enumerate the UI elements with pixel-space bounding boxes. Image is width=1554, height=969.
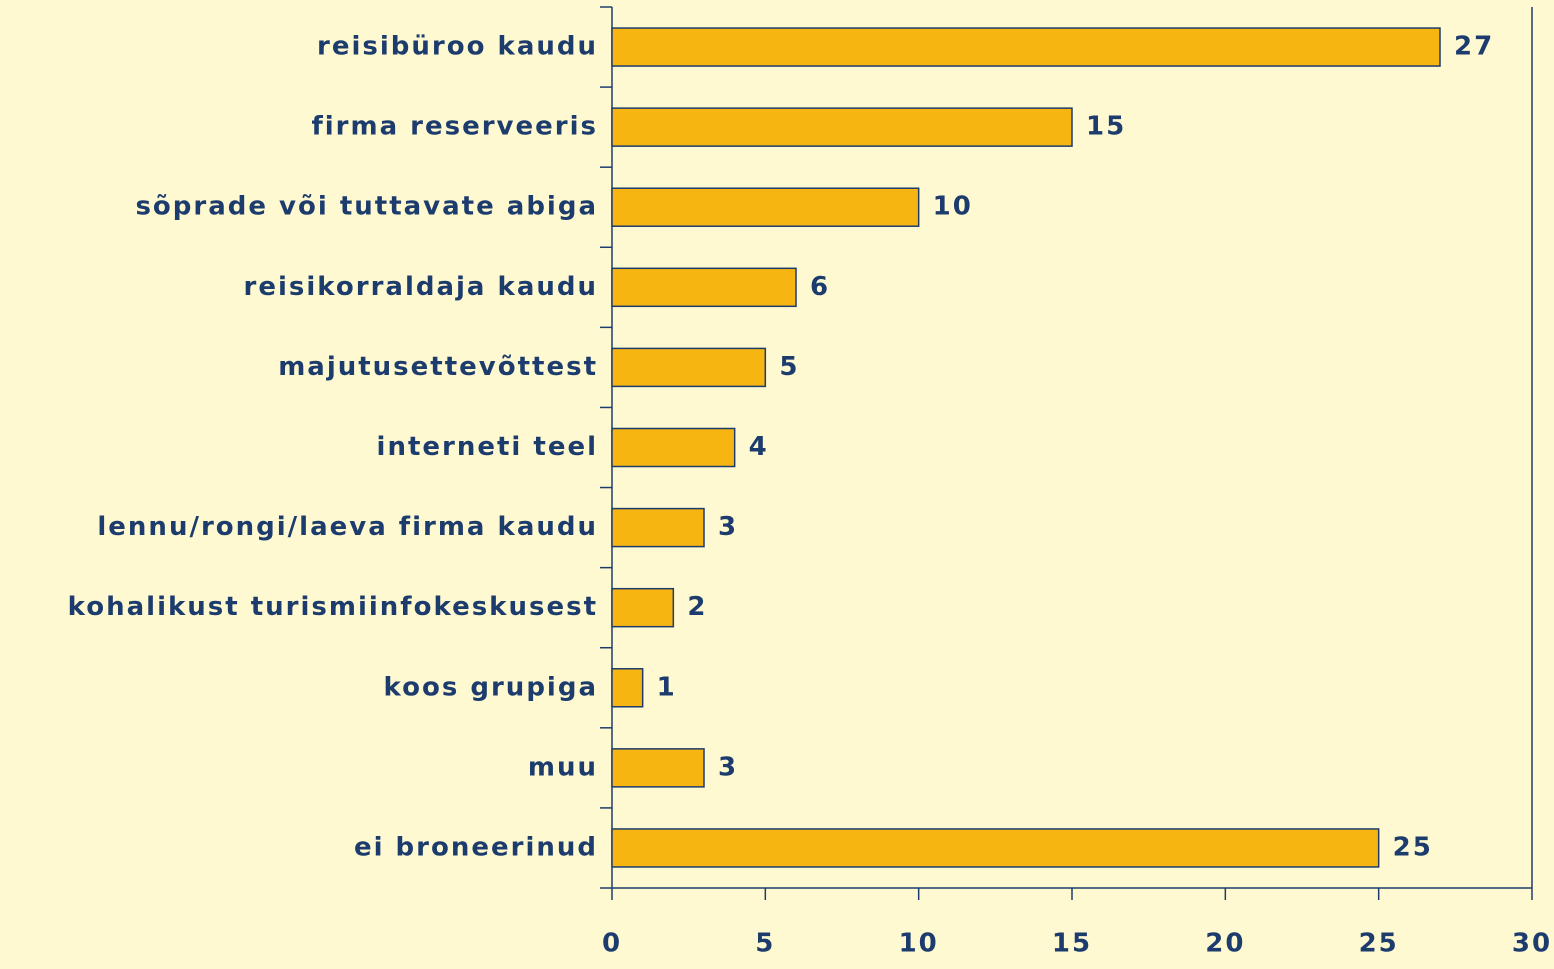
y-tick-label: ei broneerinud <box>354 832 598 862</box>
bar <box>611 187 920 227</box>
y-tick-label: sõprade või tuttavate abiga <box>135 192 598 222</box>
bar <box>611 107 1073 147</box>
x-tick-label: 0 <box>602 929 622 959</box>
y-tick-label: firma reserveeris <box>311 112 598 142</box>
y-tick-label: lennu/rongi/laeva firma kaudu <box>97 512 598 542</box>
value-label: 2 <box>687 592 707 622</box>
value-label: 3 <box>718 512 738 542</box>
x-tick-label: 5 <box>755 929 775 959</box>
bar <box>611 427 736 468</box>
y-tick-label: interneti teel <box>377 432 598 462</box>
bar <box>611 27 1441 67</box>
value-label: 10 <box>933 192 973 222</box>
value-label: 5 <box>779 352 799 382</box>
x-tick-label: 15 <box>1052 929 1092 959</box>
x-tick-label: 10 <box>899 929 939 959</box>
y-tick-label: majutusettevõttest <box>278 352 598 382</box>
y-tick-label: kohalikust turismiinfokeskusest <box>68 592 598 622</box>
bar <box>611 587 675 628</box>
value-label: 25 <box>1393 832 1433 862</box>
y-tick-label: reisikorraldaja kaudu <box>244 272 598 302</box>
value-label: 15 <box>1086 112 1126 142</box>
value-label: 4 <box>749 432 769 462</box>
bar <box>611 347 767 388</box>
y-tick-label: koos grupiga <box>384 672 598 702</box>
value-label: 27 <box>1454 32 1494 62</box>
x-tick-label: 20 <box>1205 929 1245 959</box>
bar <box>611 668 644 708</box>
bar <box>611 748 705 788</box>
bar <box>611 507 705 548</box>
value-label: 1 <box>657 672 677 702</box>
y-tick-label: muu <box>528 752 598 782</box>
value-label: 6 <box>810 272 830 302</box>
bar <box>611 267 797 308</box>
value-label: 3 <box>718 752 738 782</box>
x-tick-label: 25 <box>1359 929 1399 959</box>
y-tick-label: reisibüroo kaudu <box>317 32 598 62</box>
x-tick-label: 30 <box>1512 929 1552 959</box>
bar <box>611 828 1380 868</box>
